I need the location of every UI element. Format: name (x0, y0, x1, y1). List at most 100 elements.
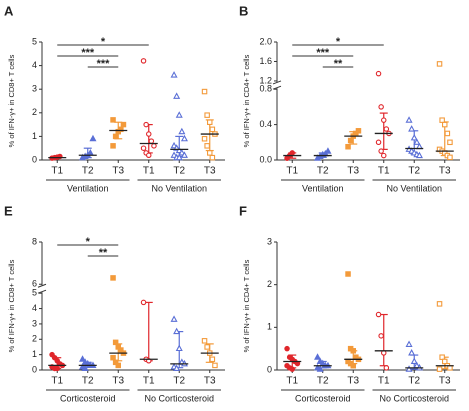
axis-break-mark (272, 80, 282, 85)
data-point (350, 348, 356, 354)
y-tick-label: 1 (267, 322, 272, 332)
data-point (383, 126, 390, 132)
data-point (289, 366, 295, 372)
x-tick-label: T3 (112, 376, 124, 387)
y-axis-label: % of IFN-γ+ in CD8+ T cells (7, 54, 16, 147)
data-point (178, 148, 186, 156)
data-point (380, 117, 387, 123)
significance-label: *** (81, 47, 95, 59)
data-point (378, 333, 384, 339)
data-point (204, 143, 210, 149)
data-point (410, 133, 418, 141)
y-tick-label: 2 (32, 334, 37, 344)
data-point (110, 275, 116, 281)
x-tick-label: T1 (286, 166, 298, 177)
data-point (436, 366, 443, 372)
group-label: Ventilation (302, 183, 344, 193)
axis-break-mark (37, 283, 47, 288)
y-tick-label: 0 (32, 364, 37, 374)
data-point (350, 362, 356, 369)
data-point (112, 339, 119, 346)
data-point (209, 126, 216, 133)
data-point (146, 131, 152, 137)
x-tick-label: T2 (408, 376, 420, 387)
data-point (201, 136, 208, 142)
panel-letter: F (239, 203, 247, 218)
x-tick-label: T1 (378, 376, 390, 387)
data-point (212, 362, 218, 369)
data-point (140, 145, 147, 151)
data-point (86, 148, 94, 156)
data-point (170, 315, 178, 322)
data-point (410, 357, 418, 365)
data-point (405, 365, 413, 372)
data-point (436, 61, 443, 67)
data-point (170, 141, 178, 149)
data-point (209, 154, 216, 161)
y-tick-label: 5 (32, 288, 37, 298)
x-tick-label: T1 (143, 166, 155, 177)
data-point (175, 344, 183, 352)
panel: F % of IFN-γ+ in CD4+ T cells 0 1 2 3 T1 T2 T3 T1… (239, 203, 460, 403)
data-point (173, 364, 181, 372)
data-point (180, 151, 188, 158)
x-tick-label: T1 (143, 376, 155, 387)
y-tick-label: 0.4 (259, 119, 272, 129)
data-point (444, 130, 451, 137)
data-point (314, 353, 322, 360)
x-tick-label: T2 (317, 376, 329, 387)
data-point (375, 139, 382, 146)
y-tick-label: 2.0 (259, 36, 272, 46)
axis-break (38, 285, 46, 293)
data-point (148, 138, 155, 144)
y-tick-label: 1 (32, 349, 37, 359)
y-tick-label: 4 (32, 303, 37, 313)
significance-label: *** (316, 47, 330, 59)
x-tick-label: T1 (51, 376, 63, 387)
data-point (355, 128, 362, 134)
data-point (345, 143, 351, 150)
data-point (405, 116, 413, 123)
x-tick-label: T2 (317, 166, 329, 177)
y-tick-label: 8 (32, 236, 37, 246)
y-axis-label: % of IFN-γ+ in CD8+ T cells (7, 259, 16, 352)
data-point (207, 150, 213, 156)
panel: E % of IFN-γ+ in CD8+ T cells 0 1 2 3 4 56 8 T1 T2… (4, 203, 225, 403)
group-label: No Ventilation (386, 183, 442, 193)
data-point (120, 121, 127, 128)
y-tick-label: 0.0 (259, 154, 272, 164)
data-point (324, 147, 332, 154)
data-point (81, 364, 89, 372)
data-point (175, 153, 183, 161)
data-point (146, 152, 152, 159)
y-tick-label: 1.2 (259, 75, 272, 85)
x-tick-label: T2 (173, 166, 185, 177)
data-point (408, 125, 416, 132)
data-point (316, 365, 324, 372)
group-label: No Ventilation (151, 183, 207, 193)
x-tick-label: T1 (286, 376, 298, 387)
data-point (415, 151, 423, 159)
significance-label: ** (334, 58, 343, 70)
data-point (380, 152, 387, 159)
data-point (140, 299, 147, 306)
y-tick-label: 0 (267, 364, 272, 374)
data-point (178, 127, 186, 135)
data-point (375, 311, 382, 318)
y-tick-label: 4 (32, 60, 37, 70)
data-point (175, 146, 183, 154)
data-point (89, 134, 97, 142)
panel-letter: A (4, 3, 14, 18)
y-axis-label: % of IFN-γ+ in CD4+ T cells (242, 54, 251, 147)
data-point (151, 143, 157, 149)
data-point (439, 117, 445, 123)
y-tick-label: 3 (32, 84, 37, 94)
y-tick-label: 3 (267, 236, 272, 246)
y-tick-label: 5 (32, 36, 37, 46)
group-label: Corticosteroid (295, 393, 351, 403)
y-tick-label: 2 (32, 107, 37, 117)
x-tick-label: T2 (408, 166, 420, 177)
data-point (79, 355, 87, 362)
significance-label: * (101, 36, 106, 48)
